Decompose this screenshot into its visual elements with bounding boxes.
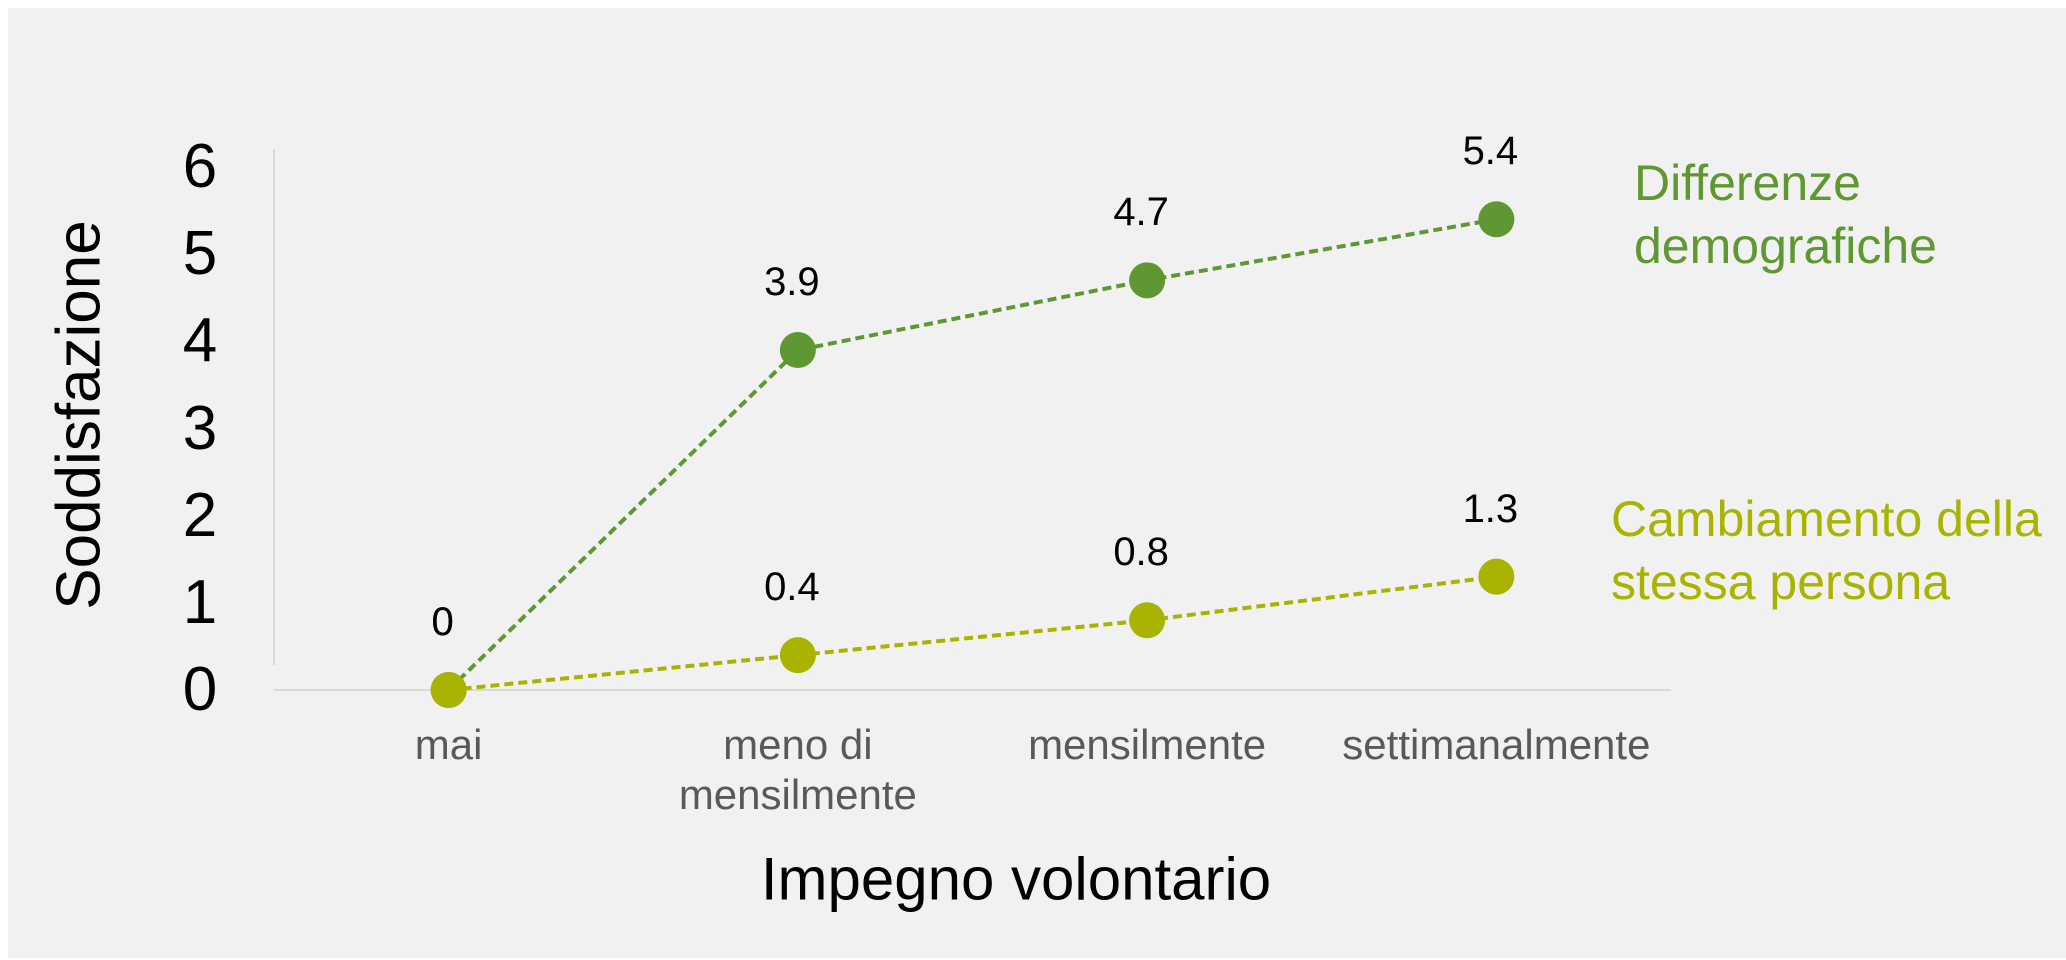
data-label: 0 (431, 600, 454, 644)
series-line (448, 574, 1497, 692)
data-label: 1.3 (1462, 486, 1519, 531)
data-label: 5.4 (1462, 129, 1519, 174)
x-tick-label: mensilmente (1028, 721, 1267, 768)
plot-background (8, 8, 2066, 958)
y-tick-label: 6 (182, 132, 218, 201)
y-tick-label: 3 (182, 393, 218, 463)
data-point (1478, 558, 1515, 595)
data-label: 0.4 (764, 565, 820, 610)
data-point (430, 672, 467, 708)
series-line (447, 217, 1497, 692)
data-label: 4.7 (1113, 190, 1169, 235)
x-tick-label: mai (414, 721, 483, 768)
x-tick-label: meno di mensilmente (678, 721, 917, 819)
y-tick-label: 5 (182, 219, 218, 289)
data-point (779, 332, 816, 369)
legend-label: Differenze demografiche (1634, 155, 1937, 274)
y-axis-title: Soddisfazione (44, 220, 114, 610)
x-tick-label: settimanalmente (1342, 721, 1651, 768)
data-label: 3.9 (764, 260, 820, 305)
data-point (1129, 262, 1166, 299)
y-tick-label: 4 (182, 306, 218, 376)
y-tick-label: 0 (182, 655, 218, 724)
y-tick-label: 1 (182, 567, 218, 637)
y-tick-label: 2 (182, 480, 218, 550)
data-label: 0 (431, 600, 454, 644)
data-label: 0.8 (1113, 530, 1169, 575)
data-point (1129, 602, 1166, 639)
legend-label: Cambiamento della stessa persona (1611, 491, 2042, 610)
data-point (779, 637, 816, 674)
x-axis-title: Impegno volontario (760, 845, 1272, 913)
data-point (1478, 201, 1515, 238)
